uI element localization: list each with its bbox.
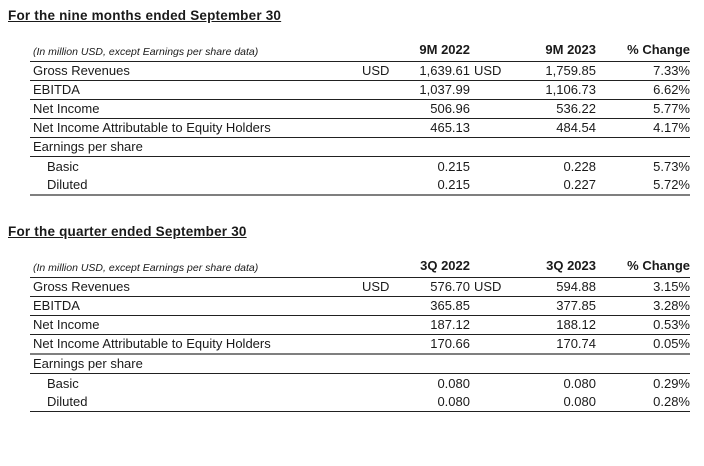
table-row-net-income: Net Income 506.96 536.22 5.77% [30,100,690,119]
value-pct-change: 5.72% [653,177,690,192]
value-period-2: 1,759.85 [545,63,596,78]
value-pct-change: 0.05% [653,336,690,351]
row-label: Gross Revenues [33,279,130,294]
table-row-basic: Basic 0.080 0.080 0.29% [30,374,690,393]
value-period-2: 536.22 [556,101,596,116]
value-period-2: 1,106.73 [545,82,596,97]
row-label: Diluted [47,177,88,192]
table-row-ebitda: EBITDA 365.85 377.85 3.28% [30,297,690,316]
table-row-net-income: Net Income 187.12 188.12 0.53% [30,316,690,335]
table-row-gross-revenues: Gross Revenues USD 576.70 USD 594.88 3.1… [30,278,690,297]
quarter-title: For the quarter ended September 30 [8,224,247,239]
row-label: Net Income [33,317,100,332]
currency-code: USD [474,279,502,294]
value-pct-change: 4.17% [653,120,690,135]
row-label: Basic [47,159,79,174]
value-period-1: 365.85 [430,298,470,313]
currency-code: USD [362,63,390,78]
value-period-2: 0.228 [563,159,596,174]
table-row-diluted: Diluted 0.080 0.080 0.28% [30,393,690,412]
value-pct-change: 5.77% [653,101,690,116]
column-header-period-2: 9M 2023 [545,42,596,57]
value-pct-change: 5.73% [653,159,690,174]
table-row-basic: Basic 0.215 0.228 5.73% [30,157,690,176]
value-pct-change: 0.53% [653,317,690,332]
value-period-1: 1,639.61 [419,63,470,78]
table-row-earnings-per-share: Earnings per share [30,355,690,374]
value-period-2: 377.85 [556,298,596,313]
value-period-1: 170.66 [430,336,470,351]
column-header-period-1: 9M 2022 [419,42,470,57]
row-label: EBITDA [33,82,80,97]
value-period-2: 594.88 [556,279,596,294]
column-header-period-2: 3Q 2023 [546,258,596,273]
value-pct-change: 3.15% [653,279,690,294]
table-row-diluted: Diluted 0.215 0.227 5.72% [30,176,690,196]
value-period-1: 187.12 [430,317,470,332]
value-period-2: 484.54 [556,120,596,135]
column-header-change: % Change [627,258,690,273]
column-header-change: % Change [627,42,690,57]
value-period-2: 188.12 [556,317,596,332]
quarter-table: (In million USD, except Earnings per sha… [30,257,690,412]
row-label: Earnings per share [33,139,143,154]
table-header-row: (In million USD, except Earnings per sha… [30,257,690,278]
row-label: Basic [47,376,79,391]
value-pct-change: 3.28% [653,298,690,313]
currency-code: USD [474,63,502,78]
table-row-net-income-attributable: Net Income Attributable to Equity Holder… [30,335,690,355]
table-row-earnings-per-share: Earnings per share [30,138,690,157]
currency-code: USD [362,279,390,294]
quarter-section: For the quarter ended September 30 (In m… [8,224,704,412]
value-pct-change: 6.62% [653,82,690,97]
value-pct-change: 7.33% [653,63,690,78]
column-header-period-1: 3Q 2022 [420,258,470,273]
row-label: Net Income [33,101,100,116]
nine-months-section: For the nine months ended September 30 (… [8,8,704,196]
nine-months-title: For the nine months ended September 30 [8,8,282,23]
row-label: Gross Revenues [33,63,130,78]
value-period-1: 465.13 [430,120,470,135]
nine-months-table: (In million USD, except Earnings per sha… [30,41,690,196]
table-row-gross-revenues: Gross Revenues USD 1,639.61 USD 1,759.85… [30,62,690,81]
row-label: Net Income Attributable to Equity Holder… [33,120,271,135]
value-period-2: 0.080 [563,376,596,391]
value-period-2: 170.74 [556,336,596,351]
value-period-1: 0.080 [437,394,470,409]
table-caption: (In million USD, except Earnings per sha… [33,46,259,58]
value-pct-change: 0.29% [653,376,690,391]
value-period-1: 576.70 [430,279,470,294]
table-header-row: (In million USD, except Earnings per sha… [30,41,690,62]
value-period-2: 0.080 [563,394,596,409]
row-label: Net Income Attributable to Equity Holder… [33,336,271,351]
value-period-1: 1,037.99 [419,82,470,97]
row-label: Diluted [47,394,88,409]
table-row-ebitda: EBITDA 1,037.99 1,106.73 6.62% [30,81,690,100]
value-period-1: 506.96 [430,101,470,116]
table-row-net-income-attributable: Net Income Attributable to Equity Holder… [30,119,690,138]
value-pct-change: 0.28% [653,394,690,409]
table-caption: (In million USD, except Earnings per sha… [33,262,259,274]
row-label: EBITDA [33,298,80,313]
value-period-2: 0.227 [563,177,596,192]
value-period-1: 0.215 [437,159,470,174]
row-label: Earnings per share [33,356,143,371]
value-period-1: 0.080 [437,376,470,391]
value-period-1: 0.215 [437,177,470,192]
